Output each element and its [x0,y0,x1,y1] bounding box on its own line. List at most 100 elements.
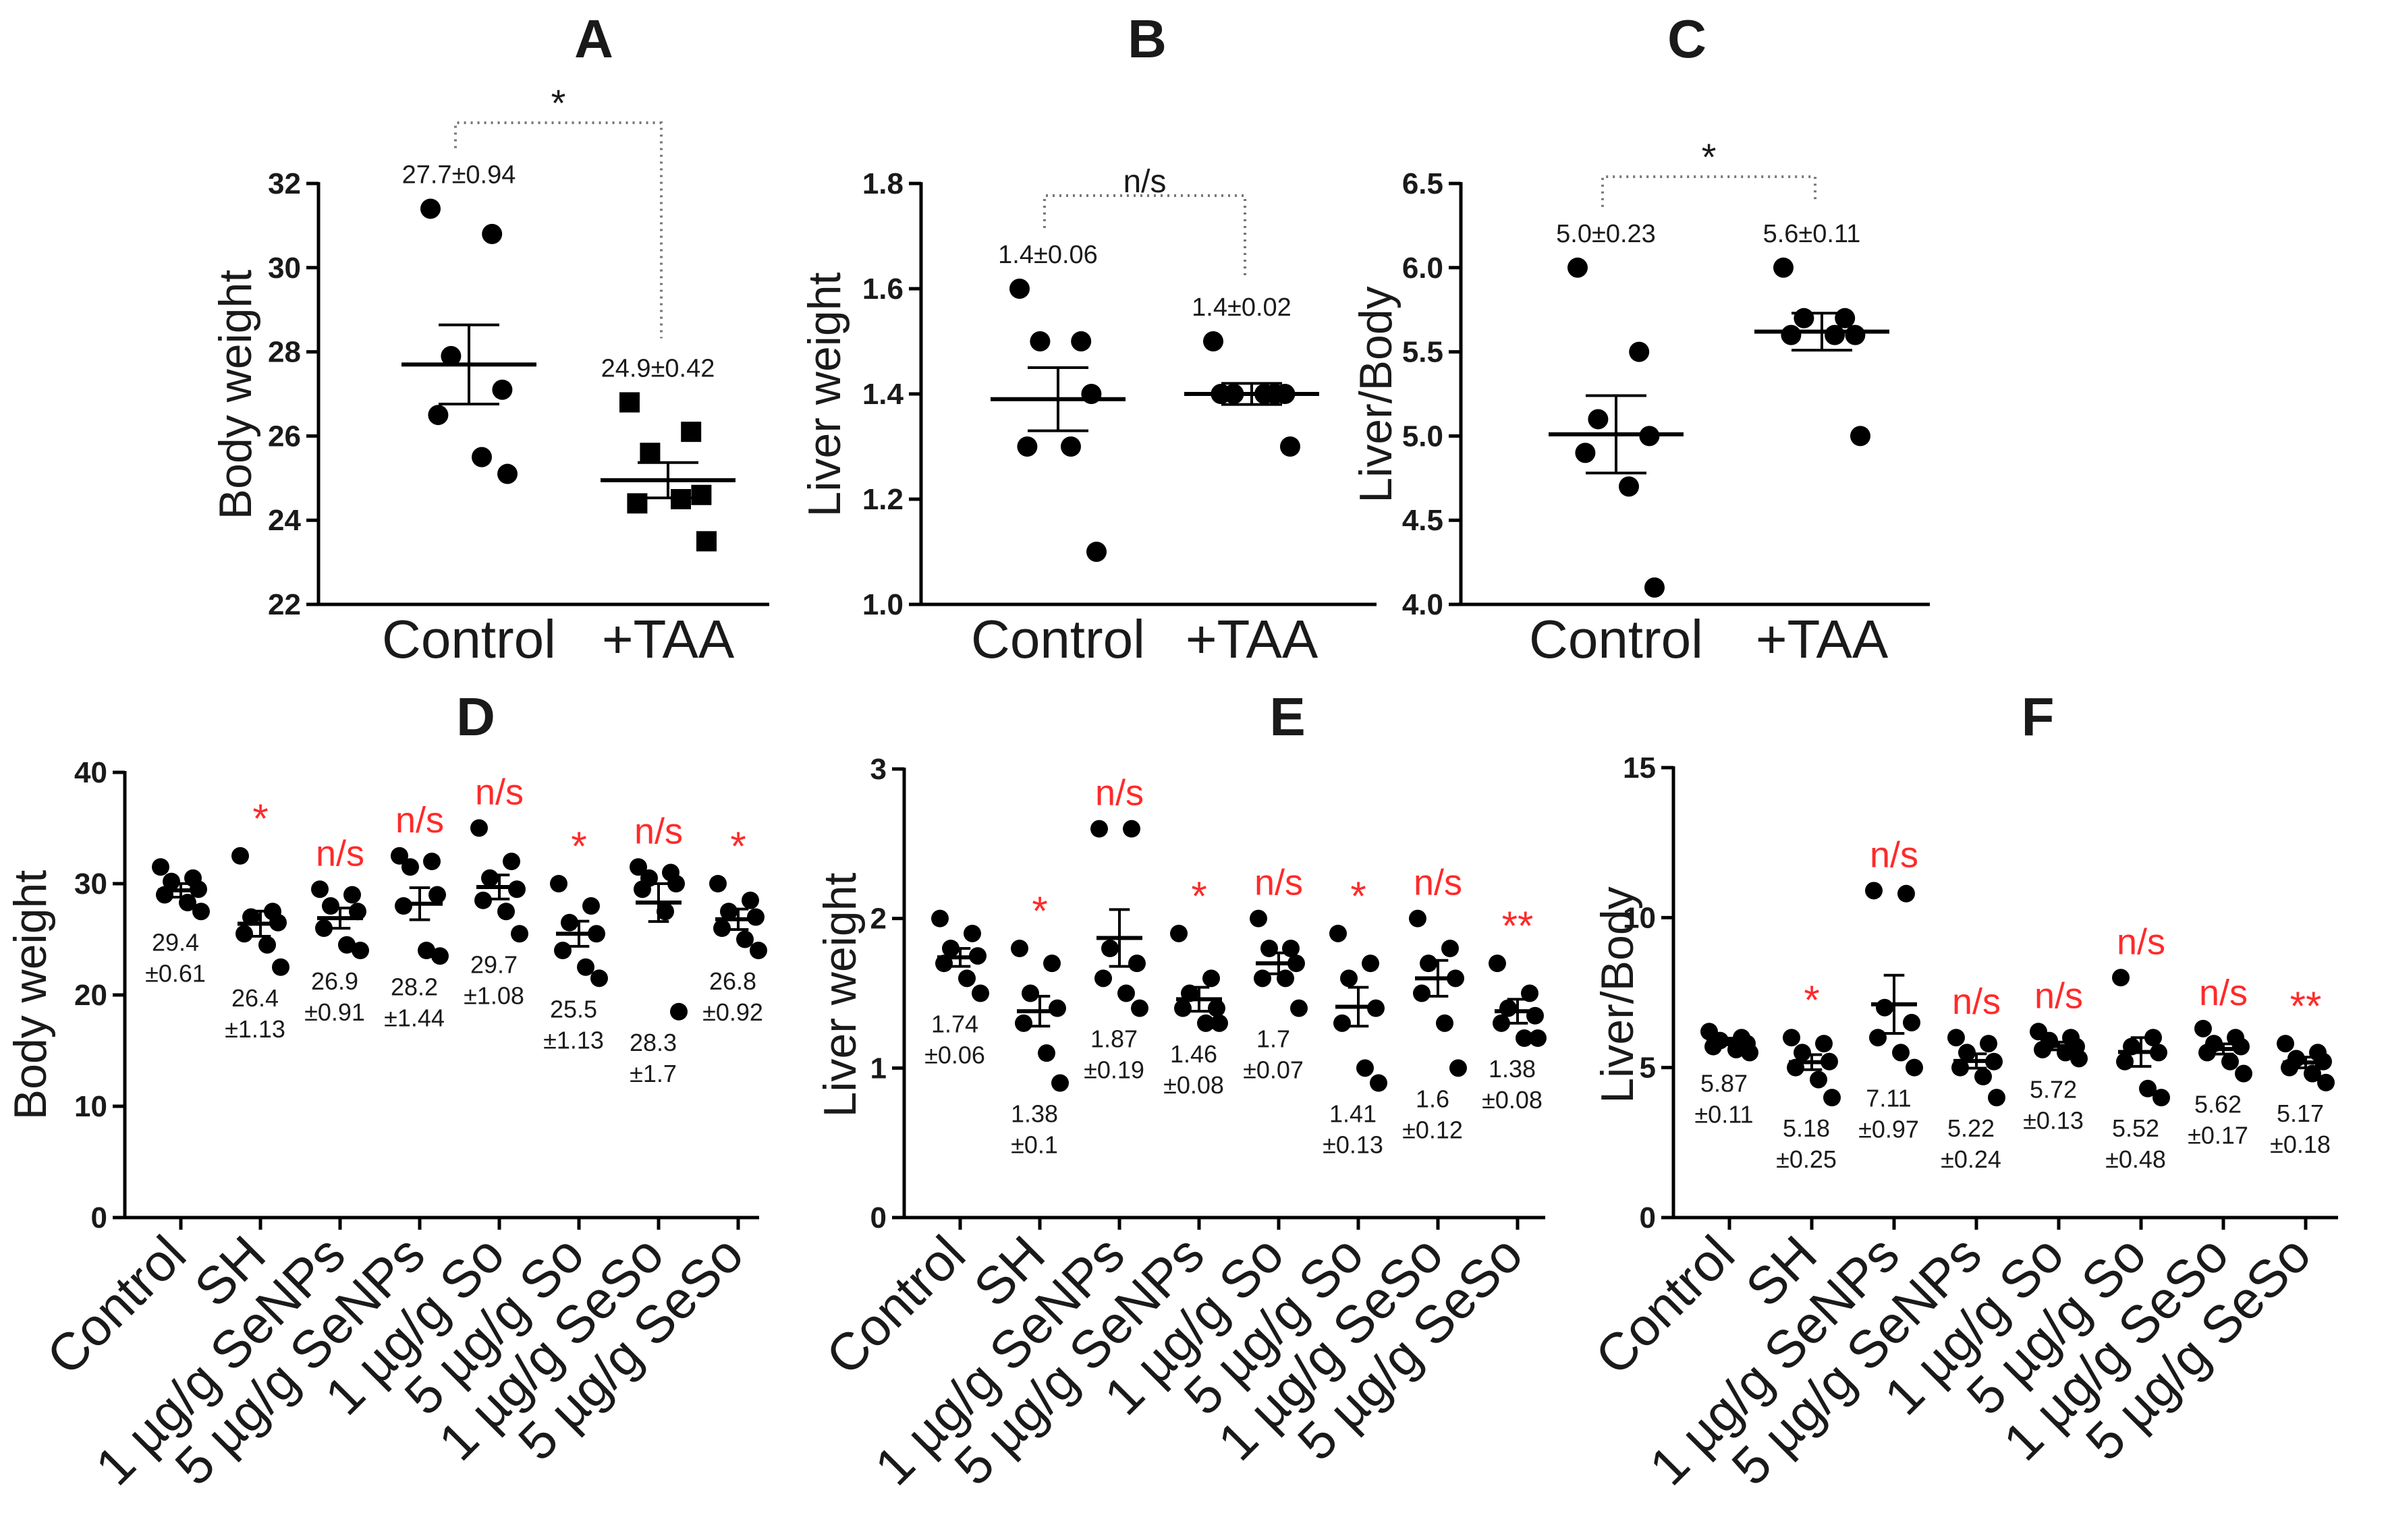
panel-a: 22 24 26 28 30 32 A Body weight 27.7±0.94 Control… [210,9,769,669]
data-point [634,880,651,899]
data-point [1090,820,1108,838]
y-tick-label: 0 [1640,1201,1656,1234]
x-category-label: Control [1584,1224,1746,1386]
data-point [709,875,727,892]
significance-label: ** [1502,903,1534,948]
data-point [2232,1037,2250,1056]
data-point [1489,954,1506,973]
mean-label: 5.87 [1700,1069,1748,1097]
significance-label: n/s [634,811,683,851]
significance-label: ** [2290,983,2322,1029]
data-point [1250,909,1267,928]
y-axis-label: Body weight [210,270,261,520]
y-tick-label: 10 [1623,901,1656,934]
data-point [1101,940,1119,957]
data-point [352,942,369,959]
mean-sem-label: 27.7±0.94 [402,161,516,189]
data-point [431,947,449,965]
data-point [1951,1058,1969,1077]
mean-label: 28.2 [391,973,438,1000]
mean-label: 1.38 [1489,1055,1536,1083]
data-point [1892,1044,1910,1062]
significance-label: n/s [316,833,364,874]
data-point [691,484,712,505]
y-axis-label: Liver weight [799,272,850,517]
panel-d: 0 10 20 30 40 D Body weight 29.4 ±0.61 Control 26.… [5,687,767,1496]
sem-label: ±0.92 [702,998,763,1026]
mean-sem-label: 1.4±0.06 [998,241,1098,269]
mean-label: 1.74 [931,1010,978,1038]
data-point [482,223,503,244]
data-point [1009,279,1030,299]
significance-label: n/s [1952,981,2001,1022]
data-point [1845,324,1866,345]
y-tick-label: 4.0 [1402,588,1443,621]
y-tick-label: 6.5 [1402,167,1443,200]
data-point [1051,1074,1069,1092]
data-point [503,853,520,870]
data-point [1282,940,1300,957]
data-point [1516,1029,1533,1047]
y-tick-label: 6.0 [1402,252,1443,285]
panel-title: D [456,687,495,747]
data-point [391,847,408,865]
data-point [1781,324,1802,345]
data-point [1823,1089,1841,1107]
data-point [1449,1059,1467,1077]
y-tick-label: 0 [91,1201,107,1234]
significance-label: n/s [2199,973,2248,1013]
comparison-label: * [551,82,566,124]
significance-label: * [1032,888,1047,934]
data-point [1128,954,1146,973]
data-point [1794,308,1814,329]
panel-e: 0 1 2 3 E Liver weight 1.74 ±0.06 Control 1.38 ±0.… [814,687,1547,1496]
x-category-label: +TAA [1186,609,1318,669]
data-point [1876,998,1893,1017]
data-point [1329,924,1347,942]
mean-label: 26.4 [231,984,279,1012]
data-point [1741,1044,1758,1062]
y-axis-label: Liver weight [814,872,866,1117]
data-point [1123,820,1140,838]
data-point [958,969,976,988]
data-point [311,880,329,899]
data-point [272,958,289,976]
data-point [2070,1050,2088,1068]
panel-c: 4.0 4.5 5.0 5.5 6.0 6.5 C Liver/Body 5.0±0.23 Con… [1350,9,1930,669]
significance-label: * [252,796,268,841]
mean-sem-label: 5.0±0.23 [1556,220,1656,248]
sem-label: ±0.12 [1402,1116,1463,1143]
data-point [627,493,648,514]
data-point [1644,577,1665,598]
y-tick-label: 1 [870,1052,887,1085]
mean-label: 1.46 [1170,1040,1217,1068]
data-point [1906,1058,1923,1077]
comparison-bracket [1601,175,1816,207]
data-point [2112,969,2130,987]
significance-label: n/s [2034,975,2083,1016]
x-category-label: Control [35,1224,197,1386]
sem-label: ±0.13 [2023,1106,2084,1134]
sem-label: ±0.48 [2105,1145,2166,1173]
data-point [1575,443,1596,463]
data-point [497,463,518,484]
data-point [470,819,488,837]
mean-label: 1.6 [1416,1085,1449,1112]
data-point [1409,909,1426,928]
panel-title: E [1269,687,1305,747]
data-point [1362,954,1379,973]
significance-label: * [1350,874,1366,919]
data-point [441,345,462,366]
data-point [1835,308,1856,329]
data-point [1333,1014,1351,1032]
mean-sem-label: 24.9±0.42 [601,354,715,382]
data-point [2144,1029,2162,1047]
sem-label: ±0.06 [924,1042,985,1069]
y-tick-label: 30 [74,867,107,901]
data-point [1340,969,1358,988]
sem-label: ±0.1 [1011,1131,1058,1159]
data-point [1030,331,1051,351]
y-tick-label: 1.6 [862,273,904,306]
significance-label: n/s [1095,773,1144,814]
